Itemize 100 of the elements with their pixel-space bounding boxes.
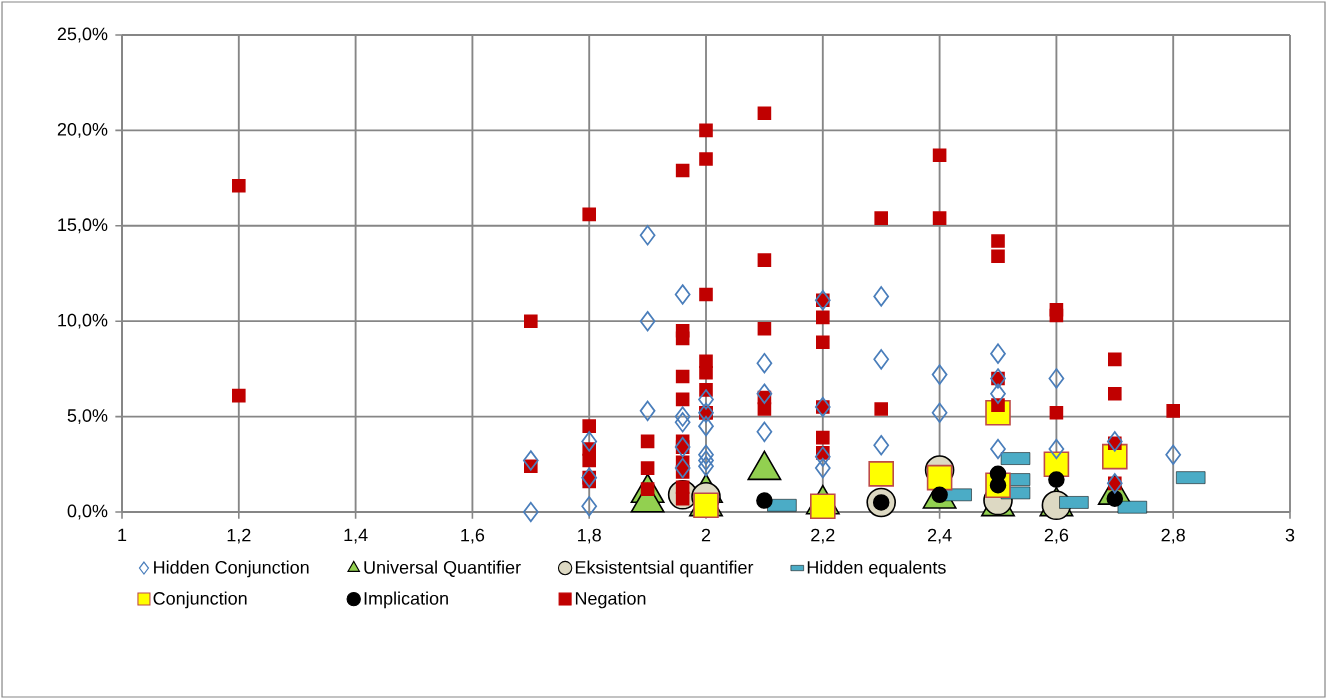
point [756,352,773,374]
point [674,412,691,433]
legend-label: Negation [575,591,646,609]
point [757,253,772,267]
y-tick-label: 0,0% [67,504,108,520]
point [639,310,656,332]
point [816,335,830,349]
x-tick-label: 2,8 [1161,528,1185,544]
point [693,492,719,519]
point [699,365,713,380]
point [873,349,890,370]
point [816,310,830,325]
point [640,482,655,496]
point [1106,490,1124,507]
point [926,464,953,491]
point [674,457,691,479]
point [931,486,948,504]
y-tick-label: 5,0% [67,409,108,425]
y-tick-label: 10,0% [58,313,108,329]
point [814,446,831,467]
point [1048,438,1065,460]
x-tick-label: 2,6 [1044,528,1069,544]
point [675,392,690,407]
point [757,402,772,416]
point [1108,386,1122,401]
legend-label: Eksistentsial quantifier [575,560,754,578]
point [874,211,889,225]
point [524,314,538,328]
point [868,461,894,487]
point [1049,405,1064,420]
point [698,389,714,410]
point [991,234,1005,248]
point [931,402,948,423]
point [232,178,246,193]
legend-label: Hidden equalents [807,560,946,578]
point [932,211,947,225]
point [640,434,655,449]
point [699,123,713,138]
point [698,415,714,437]
point [814,290,831,311]
point [675,163,690,178]
point [874,402,889,416]
point [816,430,830,445]
y-tick-label: 15,0% [58,218,108,234]
point [674,284,691,305]
point [757,106,772,121]
y-tick-label: 20,0% [57,122,108,138]
point [1048,368,1065,389]
point [640,461,655,475]
legend-label: Universal Quantifier [364,560,521,577]
point [814,396,831,418]
point [1165,444,1182,465]
point [1106,431,1123,452]
point [1049,308,1064,323]
point [232,388,246,403]
point [756,421,773,443]
point [639,400,656,422]
point [698,444,714,465]
point [581,431,598,452]
point [991,249,1005,264]
x-tick-label: 1,2 [227,528,251,544]
x-tick-label: 3 [1285,528,1295,542]
point [674,436,691,458]
x-tick-label: 1 [118,528,127,542]
point [989,477,1007,494]
point [522,450,539,471]
point [675,331,690,346]
x-tick-label: 1,4 [344,528,368,544]
x-tick-label: 2 [701,528,711,542]
point [757,322,772,336]
point [873,286,890,307]
point [756,492,773,509]
legend-label: Implication [364,591,448,609]
point [674,406,691,427]
x-tick-label: 1,6 [461,528,485,544]
point [581,496,598,517]
point [932,148,947,162]
point [675,369,690,384]
point [990,343,1006,364]
point [1166,404,1180,418]
point [639,225,656,246]
point [582,207,597,222]
point [522,501,539,523]
x-tick-label: 1,8 [578,528,601,544]
point [810,493,836,520]
point [699,354,713,369]
point [756,383,773,404]
legend-label: Conjunction [153,591,247,609]
x-tick-label: 2,2 [811,528,835,544]
point [698,450,714,471]
point [699,287,713,302]
point [1048,471,1065,488]
point [931,364,948,385]
y-tick-label: 25,0% [57,27,108,43]
point [699,152,713,166]
point [582,453,597,468]
point [698,455,714,477]
legend-label: Hidden Conjunction [154,560,309,578]
point [990,438,1006,460]
point [873,435,890,456]
